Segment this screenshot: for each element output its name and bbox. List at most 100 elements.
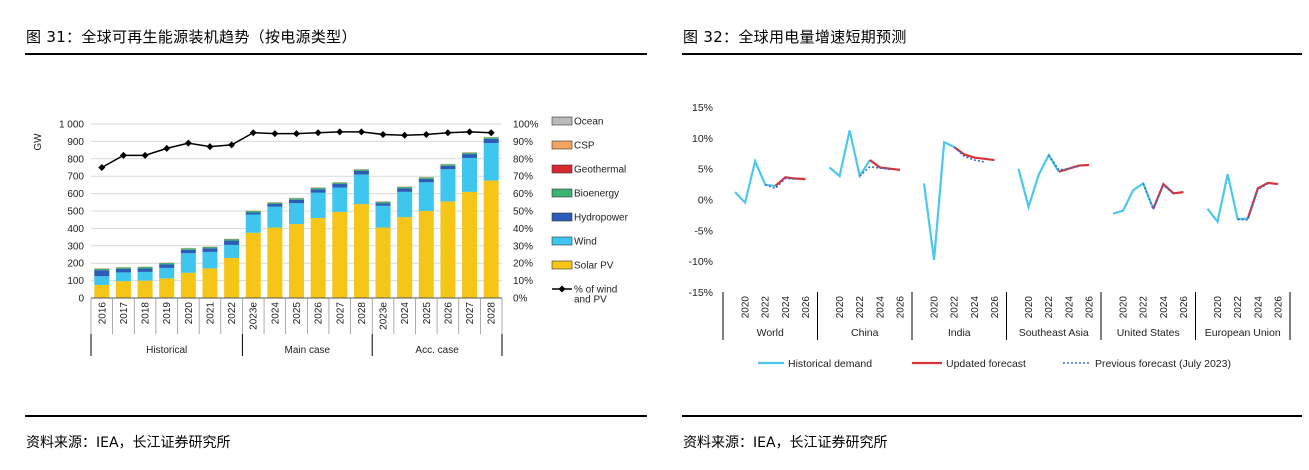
bar-bioenergy <box>159 263 175 265</box>
bar-solar-pv <box>397 217 413 298</box>
left-top-rule <box>25 53 647 55</box>
bar-solar-pv <box>418 211 434 298</box>
bar-bioenergy <box>267 202 283 205</box>
x-tick-label: 2022 <box>761 296 772 319</box>
historical-demand-line <box>1112 181 1155 215</box>
share-marker <box>271 130 279 138</box>
x-tick-label: 2023e <box>379 302 390 330</box>
previous-forecast-line <box>764 177 796 190</box>
x-tick-label: 2020 <box>835 296 846 319</box>
share-marker <box>98 164 106 171</box>
bar-wind <box>375 205 391 228</box>
y-tick-label: 100 <box>67 276 84 287</box>
share-marker <box>466 128 474 136</box>
y-tick-label: 0% <box>698 195 713 207</box>
bar-wind <box>310 192 326 218</box>
x-tick-label: 2019 <box>162 302 173 325</box>
y2-tick-label: 40% <box>513 224 533 235</box>
region-label: China <box>851 327 879 339</box>
region-label: India <box>948 327 971 339</box>
x-tick-label: 2026 <box>314 302 325 325</box>
y-tick-label: 900 <box>67 137 84 148</box>
bar-hydropower <box>224 240 240 245</box>
left-source-note: 资料来源：IEA，长江证券研究所 <box>26 435 231 451</box>
x-tick-label: 2026 <box>1085 296 1096 319</box>
y2-tick-label: 0% <box>513 294 528 305</box>
x-tick-label: 2024 <box>970 296 981 319</box>
x-tick-label: 2025 <box>292 302 303 325</box>
x-tick-label: 2026 <box>801 296 812 319</box>
share-marker <box>249 129 257 137</box>
bar-solar-pv <box>289 224 304 298</box>
bar-wind <box>332 187 348 212</box>
x-tick-label: 2022 <box>1044 296 1055 319</box>
x-tick-label: 2022 <box>1139 296 1150 319</box>
bar-bioenergy <box>483 137 499 139</box>
bar-hydropower <box>137 268 153 272</box>
historical-demand-line <box>1206 173 1248 225</box>
capacity-chart: 0 100 200 300 400 500 600 700 800 900 1 000 0% 10% 20… <box>33 117 629 356</box>
x-tick-label: 2021 <box>205 302 216 325</box>
x-tick-label: 2023e <box>249 302 260 330</box>
bar-wind <box>353 174 369 205</box>
legend-swatch <box>551 164 573 174</box>
bar-solar-pv <box>202 268 218 298</box>
x-tick-label: 2020 <box>1213 296 1224 319</box>
bar-wind <box>180 253 196 273</box>
x-tick-label: 2018 <box>141 302 152 325</box>
x-tick-label: 2026 <box>896 296 907 319</box>
y-tick-label: 700 <box>67 172 84 183</box>
left-bottom-rule <box>25 415 647 417</box>
y-tick-label: 1 000 <box>59 120 84 131</box>
bar-hydropower <box>180 249 196 254</box>
y-tick-label: 15% <box>692 102 713 114</box>
legend-label: and PV <box>574 295 607 306</box>
y2-tick-label: 50% <box>513 207 533 218</box>
bar-wind <box>94 276 110 285</box>
legend-label: Ocean <box>574 117 603 128</box>
bar-bioenergy <box>289 198 304 200</box>
legend-label: CSP <box>574 141 595 152</box>
bar-solar-pv <box>94 284 110 298</box>
group-label: Acc. case <box>415 345 459 356</box>
y2-tick-label: 90% <box>513 137 533 148</box>
bar-solar-pv <box>332 211 348 298</box>
x-tick-label: 2020 <box>1119 296 1130 319</box>
y-tick-label: -15% <box>688 287 713 299</box>
bar-hydropower <box>310 189 326 193</box>
bar-bioenergy <box>332 182 348 185</box>
share-marker <box>444 129 452 137</box>
bar-wind <box>137 271 153 281</box>
updated-forecast-line <box>1058 163 1090 173</box>
y-tick-label: 800 <box>67 154 84 165</box>
bar-wind <box>202 251 218 269</box>
x-tick-label: 2028 <box>357 302 368 325</box>
legend-label: Updated forecast <box>946 358 1026 370</box>
y-tick-label: 500 <box>67 207 84 218</box>
bar-solar-pv <box>353 204 369 298</box>
bar-hydropower <box>94 270 110 277</box>
bar-solar-pv <box>180 272 196 298</box>
bar-hydropower <box>115 268 131 273</box>
bar-solar-pv <box>245 232 261 298</box>
bar-wind <box>224 244 240 258</box>
share-marker <box>119 151 127 159</box>
historical-demand-line <box>828 130 871 179</box>
legend-marker <box>558 285 566 293</box>
x-tick-label: 2026 <box>990 296 1001 319</box>
bar-wind <box>418 182 434 211</box>
bar-hydropower <box>353 170 369 175</box>
legend-swatch <box>551 236 573 246</box>
group-label: Historical <box>146 345 187 356</box>
bar-bioenergy <box>115 267 131 269</box>
bar-bioenergy <box>440 164 456 166</box>
share-marker <box>228 141 236 149</box>
bar-solar-pv <box>375 227 391 298</box>
bar-bioenergy <box>137 267 153 269</box>
x-tick-label: 2024 <box>270 302 281 325</box>
y-tick-label: 0 <box>78 294 84 305</box>
bar-bioenergy <box>375 201 391 204</box>
bar-solar-pv <box>137 280 153 298</box>
bar-hydropower <box>483 138 499 144</box>
x-tick-label: 2017 <box>119 302 130 325</box>
